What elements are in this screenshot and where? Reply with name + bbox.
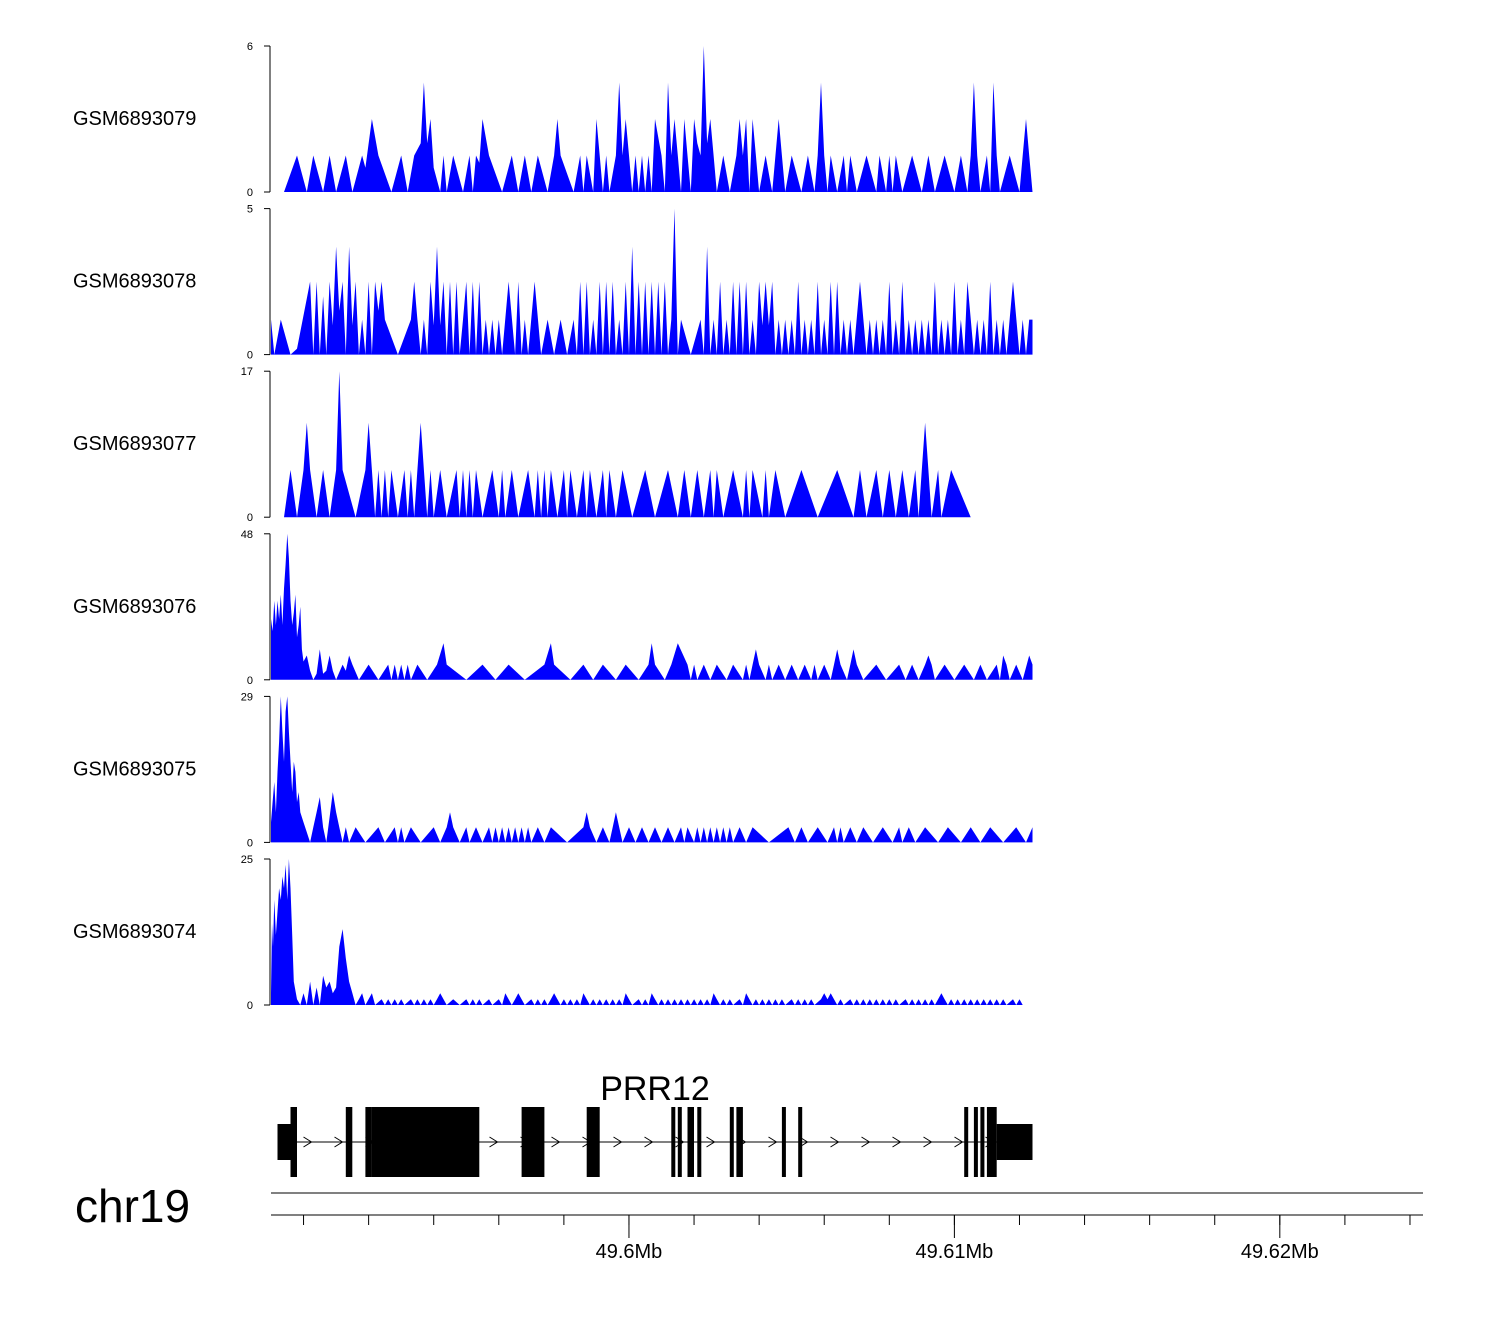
strand-arrow — [954, 1136, 964, 1148]
coding-exon — [973, 1107, 978, 1177]
track-name-label: GSM6893074 — [73, 921, 196, 943]
y-max-label: 29 — [241, 691, 253, 703]
track-GSM6893075: 29 0 GSM6893075 — [73, 691, 1033, 849]
coding-exon — [345, 1107, 353, 1177]
y-min-label: 0 — [247, 187, 253, 199]
gene-label: PRR12 — [600, 1070, 710, 1108]
coding-exon — [677, 1107, 682, 1177]
y-max-label: 17 — [241, 366, 253, 378]
coding-exon — [371, 1107, 480, 1177]
strand-arrow — [551, 1136, 561, 1148]
axis-tick-label: 49.61Mb — [915, 1241, 993, 1263]
coding-exon — [290, 1107, 297, 1177]
strand-arrow — [861, 1136, 871, 1148]
track-GSM6893077: 17 0 GSM6893077 — [73, 366, 971, 524]
coding-exon — [736, 1107, 743, 1177]
genome-axis: chr19 49.6Mb 49.61Mb 49.62Mb — [75, 1180, 1423, 1263]
track-GSM6893078: 5 0 GSM6893078 — [73, 204, 1033, 362]
coding-exon — [729, 1107, 734, 1177]
coverage-area — [271, 208, 1033, 355]
coverage-area — [271, 533, 1033, 680]
coding-exon — [781, 1107, 786, 1177]
strand-arrow — [334, 1136, 344, 1148]
strand-arrow — [706, 1136, 716, 1148]
strand-arrow — [613, 1136, 623, 1148]
strand-arrow — [892, 1136, 902, 1148]
y-min-label: 0 — [247, 512, 253, 524]
coding-exon — [697, 1107, 702, 1177]
gene-model-track: PRR12 — [277, 1070, 1033, 1177]
strand-arrow — [644, 1136, 654, 1148]
utr-exon — [277, 1124, 291, 1160]
track-GSM6893076: 48 0 GSM6893076 — [73, 529, 1033, 687]
y-min-label: 0 — [247, 837, 253, 849]
coding-exon — [798, 1107, 803, 1177]
y-max-label: 5 — [247, 204, 253, 216]
y-min-label: 0 — [247, 1000, 253, 1012]
axis-tick-label: 49.62Mb — [1241, 1241, 1319, 1263]
strand-arrow — [489, 1136, 499, 1148]
y-max-label: 6 — [247, 41, 253, 53]
y-max-label: 25 — [241, 854, 253, 866]
coding-exon — [687, 1107, 694, 1177]
axis-tick-label: 49.6Mb — [596, 1241, 663, 1263]
track-GSM6893074: 25 0 GSM6893074 — [73, 854, 1023, 1012]
strand-arrow — [830, 1136, 840, 1148]
coding-exon — [671, 1107, 676, 1177]
coverage-area — [284, 46, 1033, 192]
coverage-area — [284, 371, 971, 518]
track-name-label: GSM6893077 — [73, 433, 196, 455]
coverage-area — [271, 696, 1033, 843]
track-name-label: GSM6893079 — [73, 108, 196, 130]
track-GSM6893079: 6 0 GSM6893079 — [73, 41, 1033, 199]
coding-exon — [521, 1107, 545, 1177]
strand-arrow — [768, 1136, 778, 1148]
signal-tracks: 6 0 GSM6893079 5 0 GSM6893078 17 0 GSM6893077 48 0… — [73, 41, 1033, 1012]
coding-exon — [586, 1107, 600, 1177]
coding-exon — [365, 1107, 372, 1177]
coding-exon — [986, 1107, 997, 1177]
strand-arrow — [923, 1136, 933, 1148]
track-name-label: GSM6893078 — [73, 271, 196, 293]
y-max-label: 48 — [241, 529, 253, 541]
chromosome-label: chr19 — [75, 1180, 190, 1232]
y-min-label: 0 — [247, 675, 253, 687]
track-name-label: GSM6893076 — [73, 596, 196, 618]
y-min-label: 0 — [247, 350, 253, 362]
coding-exon — [980, 1107, 985, 1177]
utr-exon — [996, 1124, 1033, 1160]
track-name-label: GSM6893075 — [73, 758, 196, 780]
coding-exon — [964, 1107, 969, 1177]
coverage-area — [271, 859, 1023, 1005]
strand-arrow — [303, 1136, 313, 1148]
